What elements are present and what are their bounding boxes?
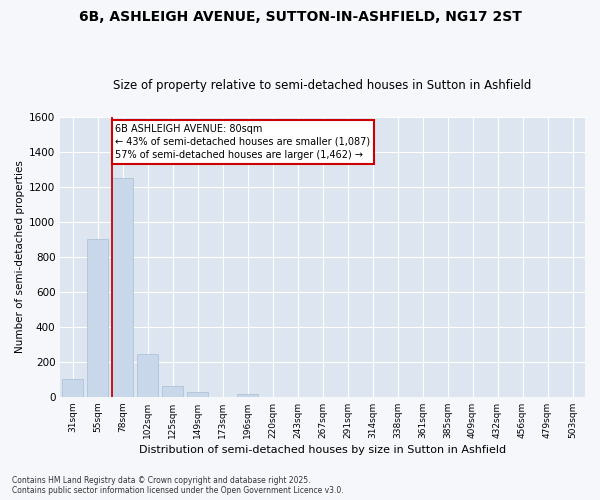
X-axis label: Distribution of semi-detached houses by size in Sutton in Ashfield: Distribution of semi-detached houses by … xyxy=(139,445,506,455)
Y-axis label: Number of semi-detached properties: Number of semi-detached properties xyxy=(15,160,25,353)
Bar xyxy=(137,354,158,397)
Bar xyxy=(87,240,109,397)
Bar xyxy=(112,178,133,397)
Bar xyxy=(62,380,83,397)
Text: Contains HM Land Registry data © Crown copyright and database right 2025.
Contai: Contains HM Land Registry data © Crown c… xyxy=(12,476,344,495)
Bar xyxy=(237,394,258,397)
Bar xyxy=(162,386,184,397)
Text: 6B, ASHLEIGH AVENUE, SUTTON-IN-ASHFIELD, NG17 2ST: 6B, ASHLEIGH AVENUE, SUTTON-IN-ASHFIELD,… xyxy=(79,10,521,24)
Text: 6B ASHLEIGH AVENUE: 80sqm
← 43% of semi-detached houses are smaller (1,087)
57% : 6B ASHLEIGH AVENUE: 80sqm ← 43% of semi-… xyxy=(115,124,370,160)
Title: Size of property relative to semi-detached houses in Sutton in Ashfield: Size of property relative to semi-detach… xyxy=(113,79,532,92)
Bar xyxy=(187,392,208,397)
